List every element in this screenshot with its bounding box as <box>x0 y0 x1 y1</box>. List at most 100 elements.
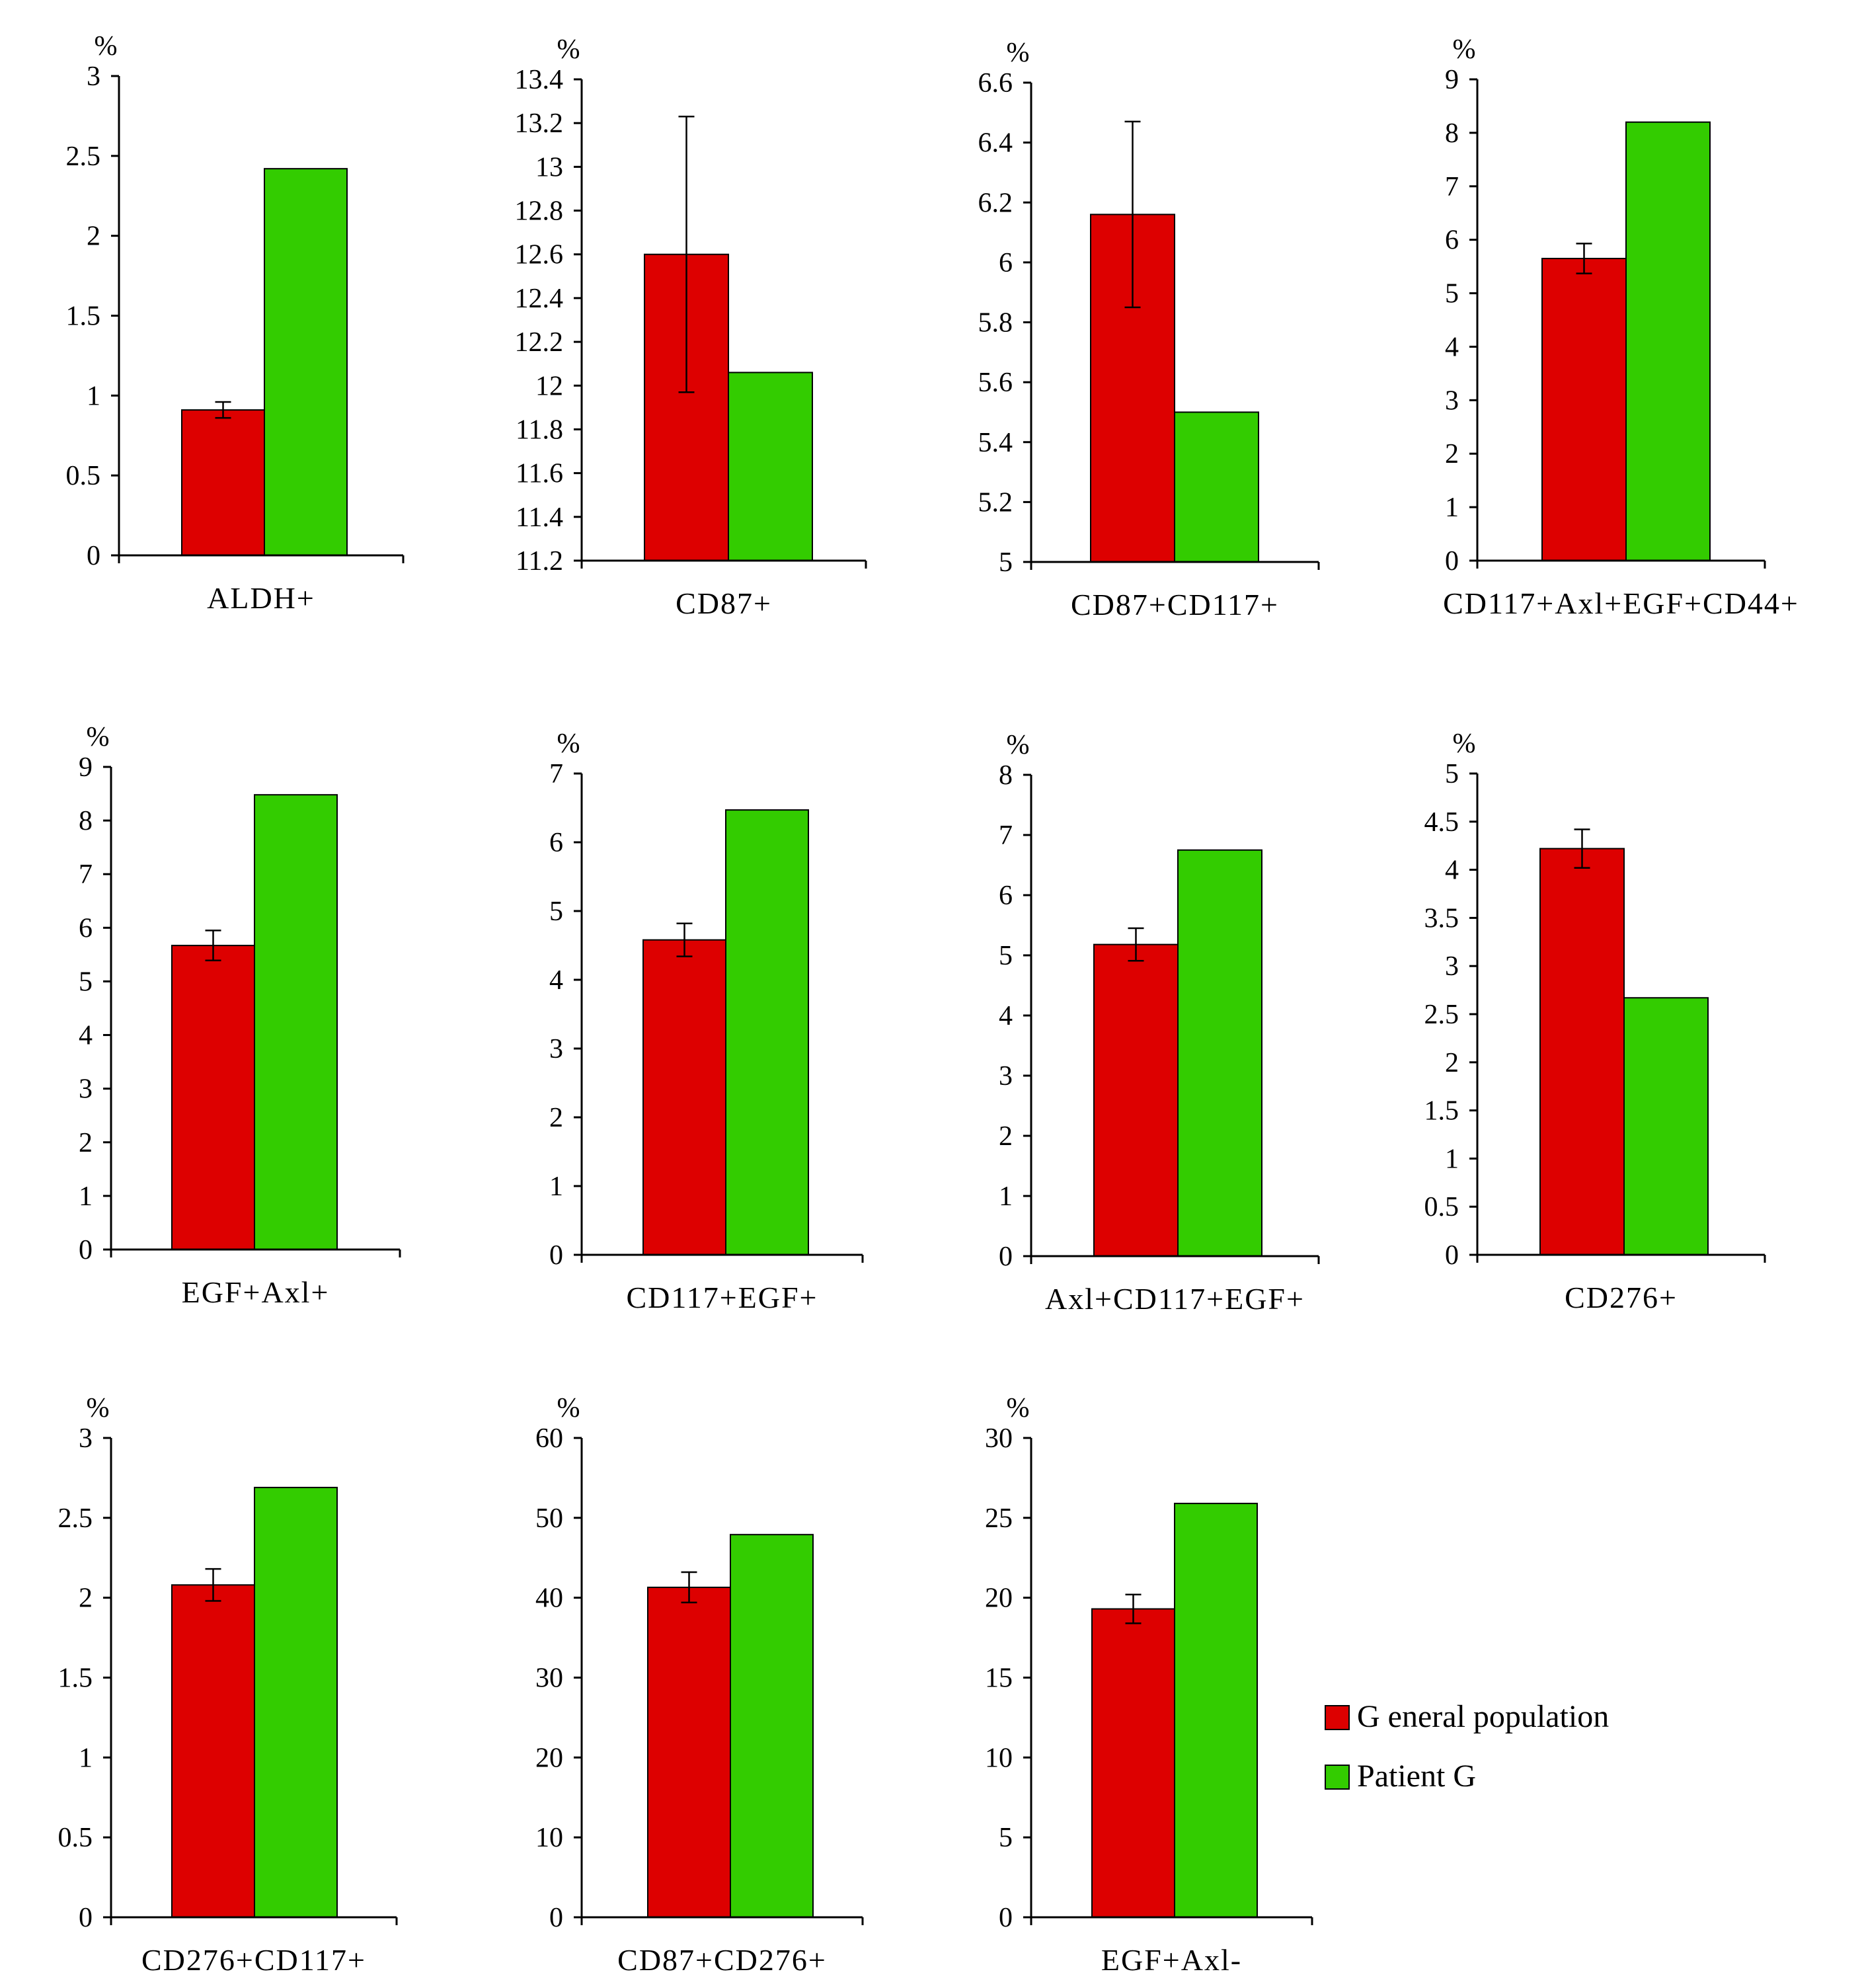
y-tick-label: 5 <box>1445 279 1459 309</box>
y-tick-label: 1 <box>79 1743 93 1773</box>
y-tick-label: 3 <box>87 61 100 92</box>
y-tick-label: 4.5 <box>1424 807 1459 838</box>
bar-patient-cd87-cd117 <box>1174 411 1259 563</box>
y-tick-label: 0 <box>79 1903 93 1933</box>
y-tick-label: 6 <box>999 248 1013 278</box>
y-tick-label: 9 <box>79 752 93 783</box>
chart-panel-cd117-axl-egf-cd44: 0 1 2 3 4 5 6 7 8 9% CD117+Axl+EGF+CD44+ <box>1443 34 1798 620</box>
category-label: EGF+Axl- <box>1101 1943 1242 1977</box>
y-tick-label: 4 <box>549 965 563 996</box>
y-tick-label: 30 <box>535 1663 563 1694</box>
y-tick-label: 30 <box>985 1423 1013 1454</box>
legend-swatch-patient <box>1325 1765 1350 1790</box>
bar-general-population-axl-cd117-egf <box>1093 943 1179 1257</box>
bar-patient-axl-cd117-egf <box>1177 849 1262 1257</box>
y-tick-label: 0 <box>999 1242 1013 1272</box>
chart-panel-cd87: 11.2 11.4 11.6 11.8 12 12.2 12.4 12.6 12.8 13 13.2… <box>515 34 867 620</box>
bar-patient-cd117-egf <box>725 809 809 1255</box>
y-tick-label: 4 <box>79 1021 93 1051</box>
bar-patient-cd87-cd276 <box>730 1534 814 1918</box>
bar-patient-aldh <box>264 168 348 556</box>
category-label: CD276+CD117+ <box>141 1943 366 1977</box>
category-label: EGF+Axl+ <box>182 1275 330 1309</box>
y-tick-label: 5 <box>79 967 93 997</box>
y-tick-label: 10 <box>535 1823 563 1853</box>
bar-general-population-cd87-cd276 <box>647 1586 731 1918</box>
y-tick-label: 6.2 <box>978 188 1013 218</box>
y-tick-label: 1 <box>1445 1144 1459 1174</box>
y-tick-label: 50 <box>535 1503 563 1534</box>
chart-panel-cd276: 0 0.5 1 1.5 2 2.5 3 3.5 4 4.5 5% CD276+ <box>1424 729 1766 1314</box>
y-tick-label: 2 <box>549 1103 563 1133</box>
y-tick-label: 12.6 <box>515 240 564 270</box>
y-tick-label: 20 <box>985 1583 1013 1614</box>
bar-patient-cd117-axl-egf-cd44 <box>1625 121 1711 561</box>
bar-patient-cd276-cd117 <box>254 1486 338 1919</box>
category-label: CD117+EGF+ <box>627 1281 818 1314</box>
y-unit-label: % <box>1007 730 1030 760</box>
y-tick-label: 0.5 <box>66 461 101 491</box>
y-tick-label: 0 <box>1445 546 1459 577</box>
y-tick-label: 3 <box>549 1034 563 1064</box>
bar-general-population-aldh <box>181 409 265 556</box>
y-tick-label: 12.8 <box>515 196 564 227</box>
y-tick-label: 1 <box>87 381 100 411</box>
y-tick-label: 3 <box>79 1074 93 1105</box>
y-tick-label: 1 <box>79 1181 93 1212</box>
y-unit-label: % <box>557 729 580 759</box>
y-tick-label: 4 <box>1445 855 1459 886</box>
bar-patient-egf-axl <box>254 794 338 1250</box>
y-tick-label: 4 <box>1445 332 1459 362</box>
y-tick-label: 2 <box>1445 1048 1459 1078</box>
y-tick-label: 7 <box>549 759 563 789</box>
y-tick-label: 0 <box>549 1903 563 1933</box>
y-tick-label: 12 <box>535 371 563 401</box>
y-tick-label: 11.8 <box>516 415 563 445</box>
y-tick-label: 6.6 <box>978 68 1013 99</box>
category-label: CD87+CD276+ <box>617 1943 827 1977</box>
y-tick-label: 5 <box>549 896 563 927</box>
y-tick-label: 0 <box>79 1235 93 1265</box>
y-tick-label: 2.5 <box>1424 1000 1459 1030</box>
y-tick-label: 8 <box>79 806 93 836</box>
bar-general-population-cd276-cd117 <box>171 1584 255 1918</box>
chart-panel-cd87-cd276: 0 10 20 30 40 50 60% CD87+CD276+ <box>535 1393 864 1977</box>
y-unit-label: % <box>1453 729 1476 759</box>
y-tick-label: 1.5 <box>1424 1096 1459 1127</box>
y-tick-label: 0 <box>999 1903 1013 1933</box>
legend-swatch-general-population <box>1325 1705 1350 1730</box>
y-tick-label: 9 <box>1445 65 1459 95</box>
y-tick-label: 8 <box>1445 118 1459 149</box>
chart-panel-egf-axl: 0 1 2 3 4 5 6 7 8 9% EGF+Axl+ <box>79 722 401 1309</box>
y-tick-label: 3 <box>1445 385 1459 416</box>
y-unit-label: % <box>1007 38 1030 68</box>
chart-panel-cd276-cd117: 0 0.5 1 1.5 2 2.5 3% CD276+CD117+ <box>58 1393 398 1977</box>
bar-general-population-egf-axl <box>171 945 255 1250</box>
bar-patient-egf-axl <box>1174 1503 1258 1918</box>
y-unit-label: % <box>87 722 110 752</box>
y-tick-label: 5 <box>999 547 1013 578</box>
y-tick-label: 11.6 <box>516 459 563 489</box>
bar-general-population-egf-axl <box>1091 1608 1175 1918</box>
bar-patient-cd276 <box>1623 997 1709 1256</box>
y-tick-label: 5.8 <box>978 308 1013 338</box>
y-tick-label: 3.5 <box>1424 903 1459 934</box>
category-label: CD276+ <box>1565 1281 1678 1314</box>
chart-panel-cd117-egf: 0 1 2 3 4 5 6 7% CD117+EGF+ <box>549 729 864 1314</box>
chart-panel-egf-axl: 0 5 10 15 20 25 30% EGF+Axl- <box>985 1393 1313 1977</box>
y-tick-label: 12.2 <box>515 327 564 358</box>
y-tick-label: 13 <box>535 152 563 182</box>
y-tick-label: 8 <box>999 760 1013 791</box>
chart-panel-cd87-cd117: 5 5.2 5.4 5.6 5.8 6 6.2 6.4 6.6% CD87+CD117+ <box>978 38 1320 621</box>
y-tick-label: 6.4 <box>978 128 1013 159</box>
y-tick-label: 1 <box>1445 493 1459 523</box>
legend: G eneral population Patient G <box>1325 1699 1609 1794</box>
y-tick-label: 0 <box>549 1240 563 1271</box>
bar-general-population-cd117-axl-egf-cd44 <box>1541 257 1627 561</box>
y-unit-label: % <box>87 1393 110 1423</box>
y-tick-label: 0 <box>1445 1240 1459 1271</box>
y-tick-label: 6 <box>549 828 563 858</box>
y-tick-label: 11.4 <box>516 502 563 533</box>
y-tick-label: 5 <box>999 941 1013 971</box>
